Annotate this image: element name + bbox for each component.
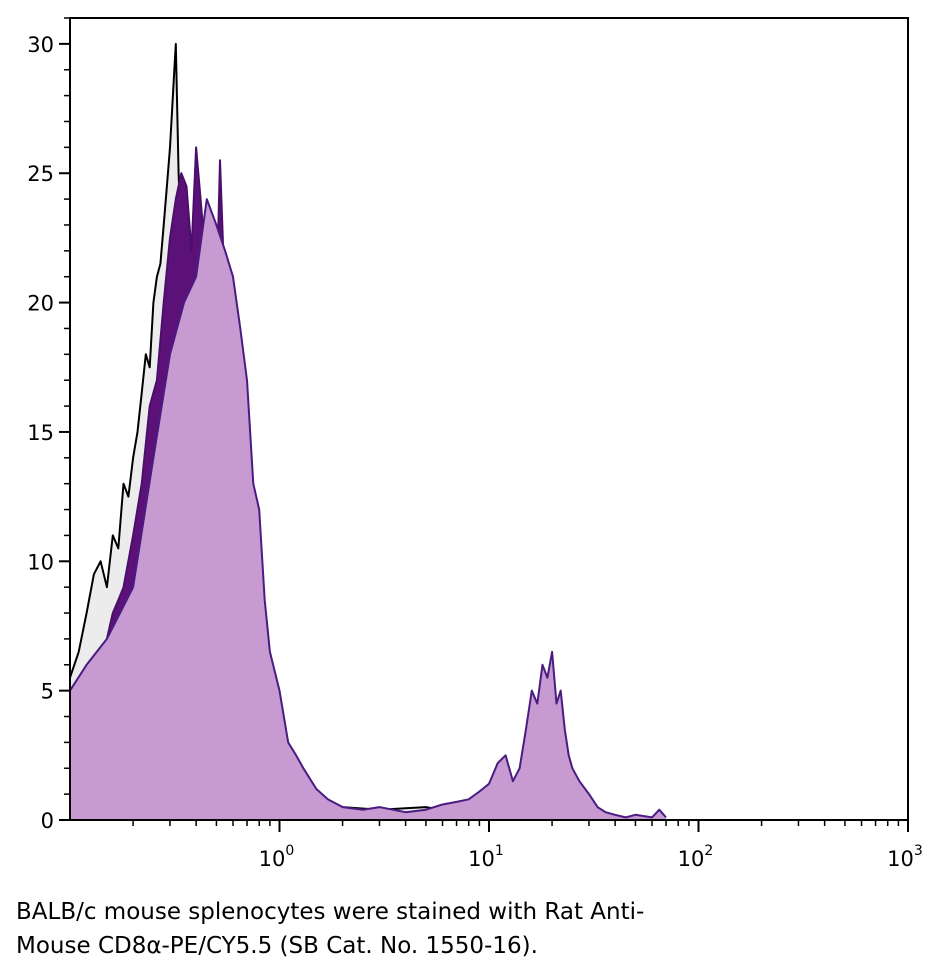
- series-3-fill: [70, 199, 666, 821]
- y-tick-label: 0: [41, 809, 54, 833]
- histogram-chart: 0 5 10 15 20 25 30 100 101 102 103: [27, 17, 923, 871]
- y-tick-label: 25: [27, 162, 54, 186]
- y-tick-label: 15: [27, 421, 54, 445]
- axes-layer: 0 5 10 15 20 25 30 100 101 102 103: [27, 17, 923, 871]
- y-tick-label: 10: [27, 550, 54, 574]
- caption-line-1: BALB/c mouse splenocytes were stained wi…: [16, 899, 645, 925]
- x-tick-label: 103: [887, 843, 923, 871]
- y-tick-label: 5: [41, 680, 54, 704]
- y-tick-label: 20: [27, 292, 54, 316]
- figure-caption: BALB/c mouse splenocytes were stained wi…: [16, 895, 926, 963]
- series-3-line: [69, 198, 667, 819]
- series-layer: [69, 42, 667, 821]
- x-tick-label: 101: [468, 843, 504, 871]
- caption-line-2: Mouse CD8α-PE/CY5.5 (SB Cat. No. 1550-16…: [16, 933, 538, 959]
- x-tick-label: 100: [259, 843, 295, 871]
- y-tick-label: 30: [27, 33, 54, 57]
- x-tick-label: 102: [678, 843, 714, 871]
